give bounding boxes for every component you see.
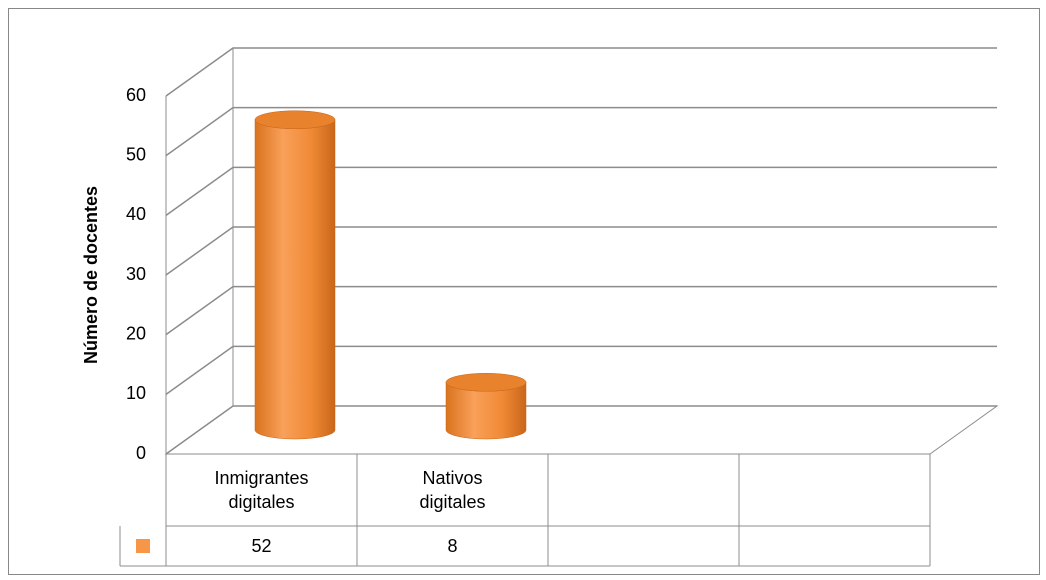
bar xyxy=(254,119,336,440)
y-tick-label: 50 xyxy=(126,144,146,164)
legend-key xyxy=(136,539,150,553)
grid-line xyxy=(165,226,997,276)
y-tick-label: 20 xyxy=(126,323,146,343)
grid-line xyxy=(165,285,997,336)
y-axis-label: Número de docentes xyxy=(81,186,101,364)
grid-line xyxy=(165,47,997,97)
y-tick-label: 60 xyxy=(126,85,146,105)
chart-border xyxy=(8,8,1040,575)
grid-line xyxy=(165,345,997,395)
y-tick-label: 40 xyxy=(126,204,146,224)
bar-top xyxy=(445,373,527,392)
grid-line xyxy=(165,106,997,157)
grid-line xyxy=(165,166,997,216)
y-tick-label: 10 xyxy=(126,383,146,403)
y-tick-label: 0 xyxy=(136,443,146,463)
bar-top xyxy=(254,110,336,129)
y-tick-label: 30 xyxy=(126,264,146,284)
grid-line xyxy=(165,405,997,455)
table-value: 52 xyxy=(251,536,271,556)
x-tick-label: Inmigrantes digitales xyxy=(214,468,309,512)
x-tick-label: Nativos digitales xyxy=(419,468,486,512)
table-value: 8 xyxy=(447,536,457,556)
